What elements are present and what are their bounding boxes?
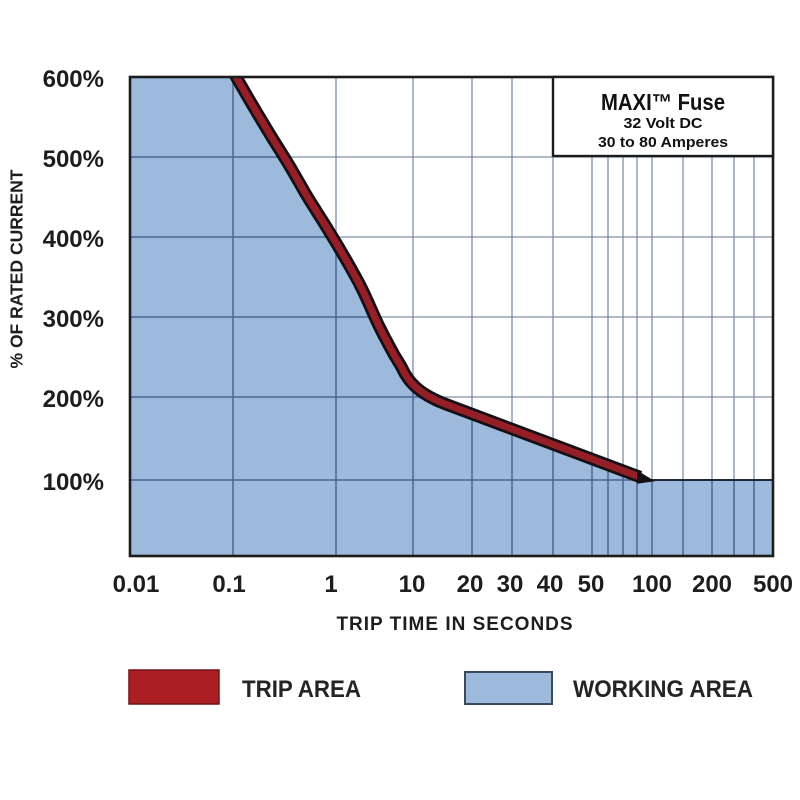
svg-text:TRIP AREA: TRIP AREA (242, 676, 361, 703)
svg-text:600%: 600% (43, 66, 104, 93)
svg-text:WORKING AREA: WORKING AREA (573, 676, 753, 703)
svg-text:300%: 300% (43, 306, 104, 333)
svg-text:400%: 400% (43, 226, 104, 253)
svg-text:10: 10 (399, 571, 426, 598)
svg-text:500: 500 (753, 571, 793, 598)
svg-text:200%: 200% (43, 386, 104, 413)
svg-text:0.1: 0.1 (212, 571, 245, 598)
svg-text:0.01: 0.01 (113, 571, 160, 598)
svg-text:200: 200 (692, 571, 732, 598)
svg-text:1: 1 (324, 571, 337, 598)
svg-text:50: 50 (578, 571, 605, 598)
svg-text:TRIP TIME IN SECONDS: TRIP TIME IN SECONDS (336, 614, 573, 635)
svg-text:% OF RATED CURRENT: % OF RATED CURRENT (7, 169, 27, 368)
svg-text:32 Volt DC: 32 Volt DC (624, 115, 703, 132)
svg-text:100%: 100% (43, 469, 104, 496)
svg-text:MAXI™ Fuse: MAXI™ Fuse (601, 89, 725, 115)
svg-text:500%: 500% (43, 146, 104, 173)
svg-text:30 to 80 Amperes: 30 to 80 Amperes (598, 134, 728, 151)
svg-text:20: 20 (457, 571, 484, 598)
svg-text:100: 100 (632, 571, 672, 598)
svg-text:40: 40 (537, 571, 564, 598)
svg-text:30: 30 (497, 571, 524, 598)
